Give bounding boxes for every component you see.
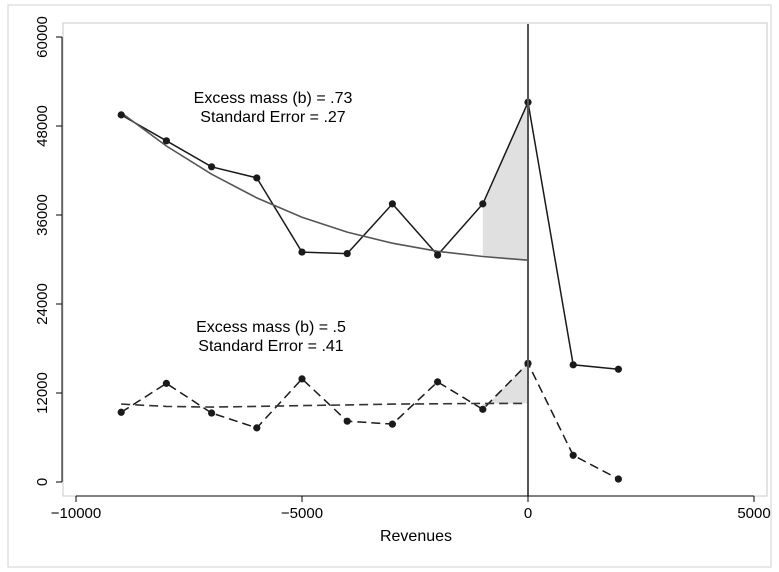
series-2-point-0	[117, 408, 125, 416]
series-0-point-0	[117, 111, 125, 119]
series-2-point-11	[614, 475, 623, 483]
series-0-point-10	[569, 361, 577, 369]
shaded-region-0	[482, 102, 528, 261]
x-axis-title: Revenues	[380, 528, 452, 545]
series-2-point-7	[434, 378, 442, 386]
x-tick-label-2: 0	[524, 505, 532, 522]
series-0-point-6	[388, 200, 396, 208]
y-tick-label-0: 0	[34, 478, 51, 486]
series-2-point-4	[298, 375, 306, 383]
series-0-point-1	[162, 137, 170, 145]
axes: 0 12000 24000 36000 48000 60000 −10000 −5000 0 50…	[34, 16, 771, 522]
y-tick-label-5: 60000	[34, 16, 51, 58]
y-tick-label-1: 12000	[34, 372, 51, 414]
plot-region-border	[62, 22, 768, 497]
series-0-point-7	[434, 251, 442, 259]
series-2-point-1	[162, 379, 170, 387]
series-line-2	[120, 362, 619, 480]
annotation-bottom-line1: Excess mass (b) = .5	[196, 319, 346, 336]
annotation-top-line2: Standard Error = .27	[200, 109, 346, 126]
x-tick-label-0: −10000	[51, 505, 101, 522]
series-0-point-5	[343, 249, 351, 258]
series-2-point-3	[253, 424, 261, 432]
series-line-1	[120, 112, 529, 261]
series-2-point-10	[569, 451, 577, 459]
series-2-point-8	[479, 405, 487, 413]
series-2-point-6	[388, 420, 396, 428]
series-line-0	[120, 99, 619, 371]
series-lines	[120, 99, 619, 480]
series-0-point-4	[298, 248, 306, 256]
annotations: Excess mass (b) = .73 Standard Error = .…	[194, 90, 353, 355]
series-points	[117, 98, 623, 483]
series-0-point-3	[253, 174, 261, 182]
series-0-point-11	[614, 365, 623, 373]
y-tick-label-3: 36000	[34, 194, 51, 236]
x-tick-label-3: 5000	[737, 505, 770, 522]
y-tick-label-4: 48000	[34, 105, 51, 147]
x-tick-label-1: −5000	[281, 505, 323, 522]
annotation-bottom-line2: Standard Error = .41	[198, 338, 344, 355]
series-2-point-2	[208, 409, 216, 417]
annotation-top-line1: Excess mass (b) = .73	[194, 90, 353, 107]
series-0-point-8	[479, 200, 487, 208]
y-tick-label-2: 24000	[34, 283, 51, 325]
series-0-point-2	[208, 163, 216, 171]
series-line-3	[121, 402, 528, 408]
series-2-point-5	[343, 417, 351, 425]
